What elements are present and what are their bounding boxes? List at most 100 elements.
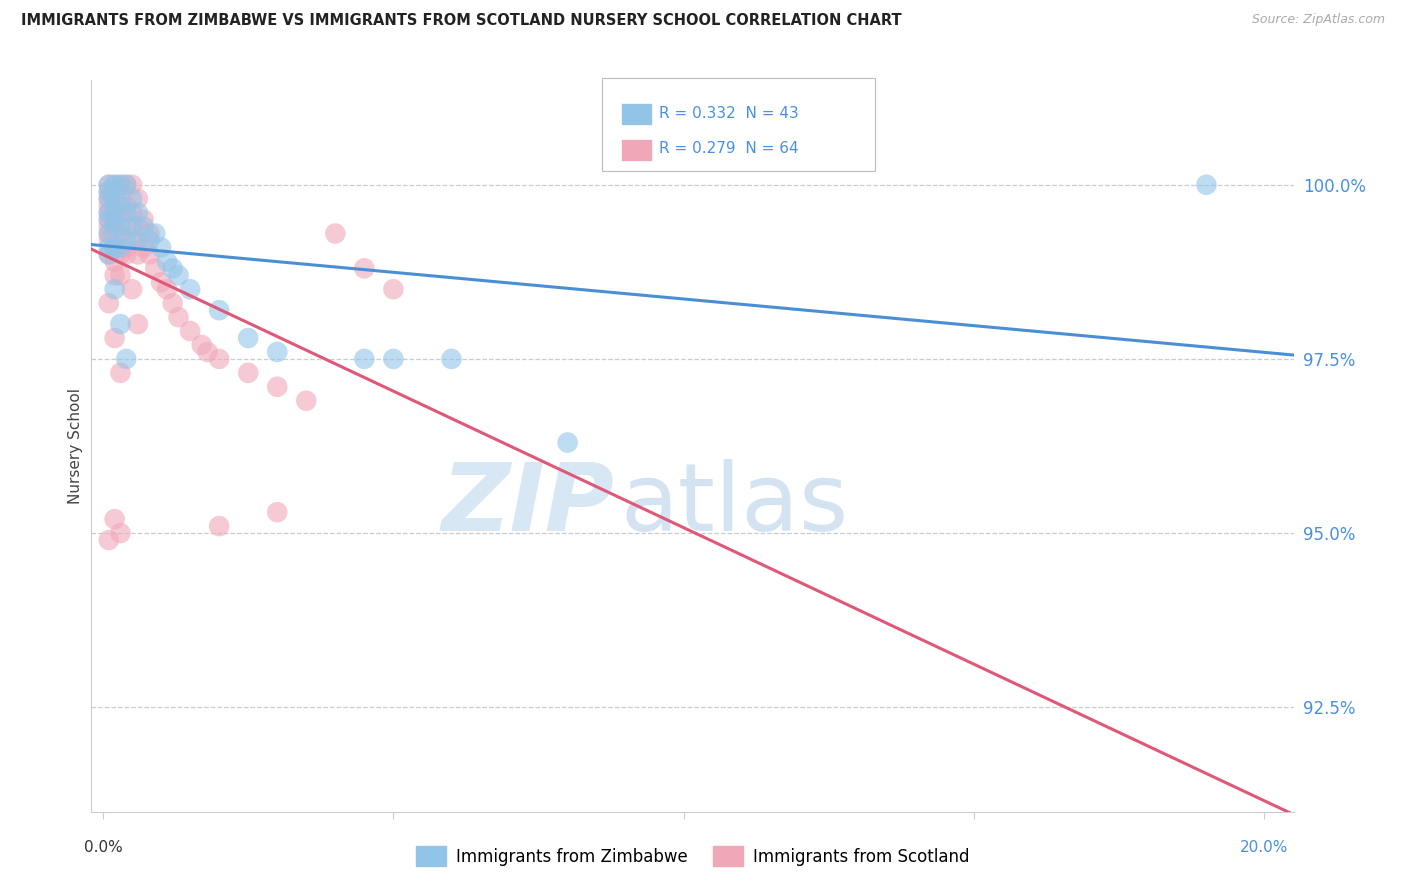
Point bbox=[323, 227, 346, 241]
Point bbox=[208, 519, 231, 533]
Point bbox=[110, 219, 132, 234]
Point bbox=[97, 533, 120, 547]
Point bbox=[121, 178, 143, 192]
Point bbox=[115, 247, 138, 261]
Point bbox=[150, 240, 173, 254]
Text: 0.0%: 0.0% bbox=[83, 839, 122, 855]
Point bbox=[208, 303, 231, 318]
Point bbox=[295, 393, 318, 408]
Legend: Immigrants from Zimbabwe, Immigrants from Scotland: Immigrants from Zimbabwe, Immigrants fro… bbox=[409, 839, 976, 873]
Text: R = 0.279  N = 64: R = 0.279 N = 64 bbox=[659, 142, 799, 156]
Point bbox=[138, 247, 160, 261]
Point bbox=[97, 227, 120, 241]
Point bbox=[127, 247, 149, 261]
Point bbox=[104, 268, 127, 283]
Point bbox=[97, 212, 120, 227]
Point bbox=[110, 205, 132, 219]
Point bbox=[104, 185, 127, 199]
Point bbox=[97, 212, 120, 227]
Point bbox=[115, 178, 138, 192]
Point bbox=[115, 219, 138, 234]
Point bbox=[110, 227, 132, 241]
Point bbox=[97, 247, 120, 261]
Point bbox=[104, 219, 127, 234]
Y-axis label: Nursery School: Nursery School bbox=[67, 388, 83, 504]
Point bbox=[179, 324, 201, 338]
Point bbox=[190, 338, 212, 352]
Point bbox=[110, 526, 132, 541]
Text: Source: ZipAtlas.com: Source: ZipAtlas.com bbox=[1251, 13, 1385, 27]
Point bbox=[167, 310, 190, 325]
Point bbox=[110, 317, 132, 331]
Point bbox=[104, 192, 127, 206]
Point bbox=[97, 185, 120, 199]
Point bbox=[150, 275, 173, 289]
Point bbox=[110, 366, 132, 380]
Point bbox=[104, 282, 127, 296]
Point bbox=[104, 240, 127, 254]
Point bbox=[110, 178, 132, 192]
Point bbox=[440, 351, 463, 366]
Point bbox=[382, 351, 405, 366]
Point bbox=[121, 234, 143, 248]
Point bbox=[143, 261, 166, 276]
Point bbox=[104, 178, 127, 192]
Point bbox=[97, 178, 120, 192]
Point bbox=[97, 192, 120, 206]
Point bbox=[104, 240, 127, 254]
Point bbox=[104, 178, 127, 192]
Point bbox=[110, 178, 132, 192]
Point bbox=[197, 345, 219, 359]
Text: atlas: atlas bbox=[620, 458, 849, 550]
Point bbox=[97, 247, 120, 261]
Point bbox=[97, 296, 120, 310]
Text: ZIP: ZIP bbox=[441, 458, 614, 550]
Point bbox=[104, 205, 127, 219]
Point bbox=[110, 199, 132, 213]
Point bbox=[238, 331, 260, 345]
Point bbox=[156, 254, 179, 268]
Point bbox=[104, 512, 127, 526]
Point bbox=[1195, 178, 1218, 192]
Point bbox=[156, 282, 179, 296]
Point bbox=[110, 247, 132, 261]
Point bbox=[138, 234, 160, 248]
Point bbox=[143, 227, 166, 241]
Point bbox=[132, 219, 155, 234]
Point bbox=[132, 212, 155, 227]
Point bbox=[110, 240, 132, 254]
Point bbox=[557, 435, 579, 450]
Point bbox=[97, 185, 120, 199]
Text: IMMIGRANTS FROM ZIMBABWE VS IMMIGRANTS FROM SCOTLAND NURSERY SCHOOL CORRELATION : IMMIGRANTS FROM ZIMBABWE VS IMMIGRANTS F… bbox=[21, 13, 901, 29]
Point bbox=[97, 178, 120, 192]
Point bbox=[127, 317, 149, 331]
Point bbox=[121, 219, 143, 234]
Point bbox=[121, 282, 143, 296]
Point bbox=[104, 199, 127, 213]
Text: R = 0.332  N = 43: R = 0.332 N = 43 bbox=[659, 106, 799, 120]
Point bbox=[97, 205, 120, 219]
Point bbox=[121, 192, 143, 206]
Point bbox=[127, 234, 149, 248]
Point bbox=[104, 212, 127, 227]
Point bbox=[97, 219, 120, 234]
Point bbox=[97, 227, 120, 241]
Point bbox=[115, 199, 138, 213]
Point bbox=[127, 219, 149, 234]
Point bbox=[115, 234, 138, 248]
Point bbox=[115, 205, 138, 219]
Point bbox=[115, 178, 138, 192]
Point bbox=[138, 227, 160, 241]
Point bbox=[104, 331, 127, 345]
Point bbox=[115, 351, 138, 366]
Point bbox=[353, 351, 375, 366]
Point bbox=[97, 192, 120, 206]
Point bbox=[97, 234, 120, 248]
Point bbox=[179, 282, 201, 296]
Point bbox=[162, 261, 184, 276]
Point bbox=[104, 254, 127, 268]
Point bbox=[104, 227, 127, 241]
Point bbox=[162, 296, 184, 310]
Point bbox=[382, 282, 405, 296]
Point bbox=[110, 268, 132, 283]
